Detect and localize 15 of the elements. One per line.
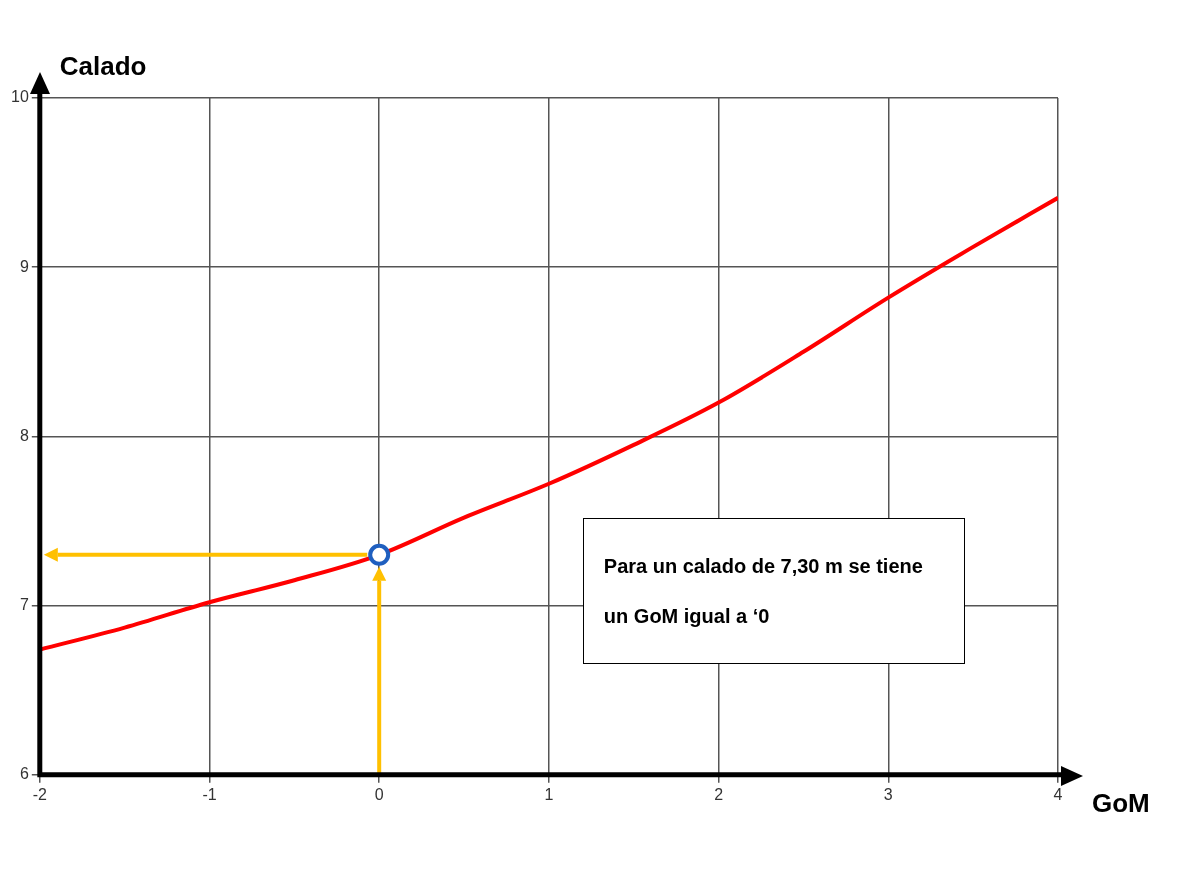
y-axis-title: Calado <box>59 51 147 82</box>
y-tick-label: 10 <box>11 88 29 106</box>
x-tick-label: -1 <box>202 785 217 803</box>
x-tick-label: 3 <box>883 785 893 803</box>
x-tick-label: 4 <box>1053 785 1063 803</box>
note-box: Para un calado de 7,30 m se tiene un GoM igual a ‘0 <box>582 517 965 664</box>
y-tick-label: 8 <box>19 426 29 444</box>
x-tick-label: 0 <box>374 785 384 803</box>
y-tick-label: 7 <box>19 596 29 614</box>
y-tick-label: 9 <box>19 257 29 275</box>
x-tick-label: 2 <box>714 785 724 803</box>
x-axis-title: GoM <box>1092 787 1150 818</box>
x-tick-label: -2 <box>32 785 48 803</box>
x-tick-label: 1 <box>544 785 554 803</box>
y-tick-label: 6 <box>19 765 29 783</box>
